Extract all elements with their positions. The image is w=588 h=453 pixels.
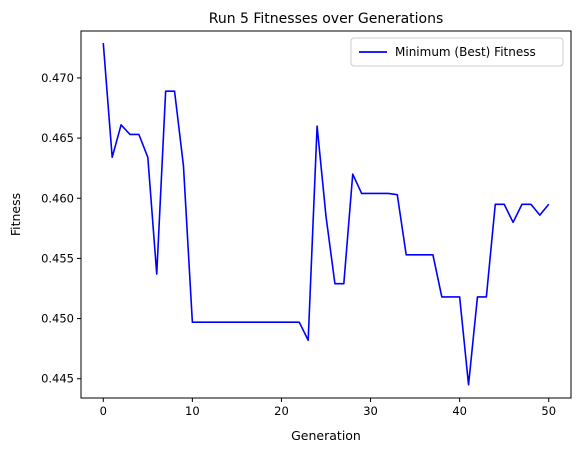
- series-line-0: [102, 42, 550, 386]
- x-tick-label: 30: [363, 404, 378, 418]
- y-tick-label: 0.465: [41, 131, 74, 145]
- legend: Minimum (Best) Fitness: [350, 37, 564, 67]
- axes-frame: [80, 30, 572, 399]
- plot-area: [80, 30, 572, 399]
- y-tick-label: 0.445: [41, 372, 74, 386]
- y-axis-label: Fitness: [8, 193, 23, 236]
- legend-label: Minimum (Best) Fitness: [395, 45, 536, 59]
- x-axis-ticks: 0 10 20 30 40 50: [100, 398, 556, 418]
- x-tick-label: 0: [100, 404, 107, 418]
- y-tick-label: 0.455: [41, 251, 74, 265]
- y-axis-ticks: 0.445 0.450 0.455 0.460 0.465 0.470: [41, 71, 81, 386]
- y-tick-label: 0.460: [41, 191, 74, 205]
- x-axis-label: Generation: [291, 428, 361, 443]
- y-tick-label: 0.470: [41, 71, 74, 85]
- legend-box: [350, 37, 564, 67]
- x-tick-label: 20: [274, 404, 289, 418]
- x-tick-label: 40: [452, 404, 467, 418]
- chart-title: Run 5 Fitnesses over Generations: [209, 11, 444, 27]
- x-tick-label: 10: [185, 404, 200, 418]
- x-tick-label: 50: [541, 404, 556, 418]
- y-tick-label: 0.450: [41, 312, 74, 326]
